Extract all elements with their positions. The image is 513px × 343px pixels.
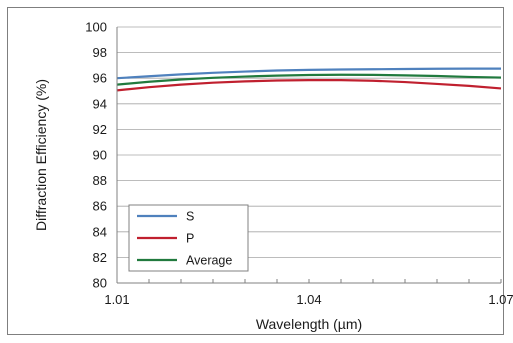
legend: SP Average bbox=[128, 204, 249, 272]
x-tick-labels: 1.01 1.04 1.07 bbox=[104, 279, 513, 307]
y-tick-label: 92 bbox=[93, 122, 107, 137]
x-tick-label: 1.01 bbox=[104, 292, 129, 307]
series-line-s bbox=[116, 67, 501, 80]
series-line-average bbox=[116, 73, 502, 86]
y-axis-title: Diffraction Efficiency (%) bbox=[33, 79, 49, 231]
series-line-p bbox=[116, 79, 502, 92]
legend-label-p: P bbox=[186, 232, 194, 246]
y-tick-label: 80 bbox=[93, 276, 107, 291]
x-tick-label: 1.04 bbox=[296, 292, 321, 307]
y-tick-label: 94 bbox=[93, 96, 107, 111]
x-tick-label: 1.07 bbox=[488, 292, 513, 307]
y-tick-labels: 80 82 84 86 88 90 92 94 96 98 100 bbox=[85, 20, 107, 291]
y-tick-label: 82 bbox=[93, 250, 107, 265]
y-tick-label: 100 bbox=[85, 20, 107, 35]
x-axis-title: Wavelength (µm) bbox=[256, 316, 362, 332]
chart-frame bbox=[7, 7, 504, 335]
series-lines bbox=[116, 67, 502, 92]
y-tick-label: 84 bbox=[93, 224, 107, 239]
y-tick-label: 88 bbox=[93, 173, 107, 188]
y-tick-label: 96 bbox=[93, 71, 107, 86]
legend-label-average: Average bbox=[186, 254, 232, 268]
y-tick-label: 86 bbox=[93, 199, 107, 214]
y-tick-label: 98 bbox=[93, 45, 107, 60]
legend-label-s: S bbox=[186, 210, 194, 224]
y-tick-label: 90 bbox=[93, 148, 107, 163]
